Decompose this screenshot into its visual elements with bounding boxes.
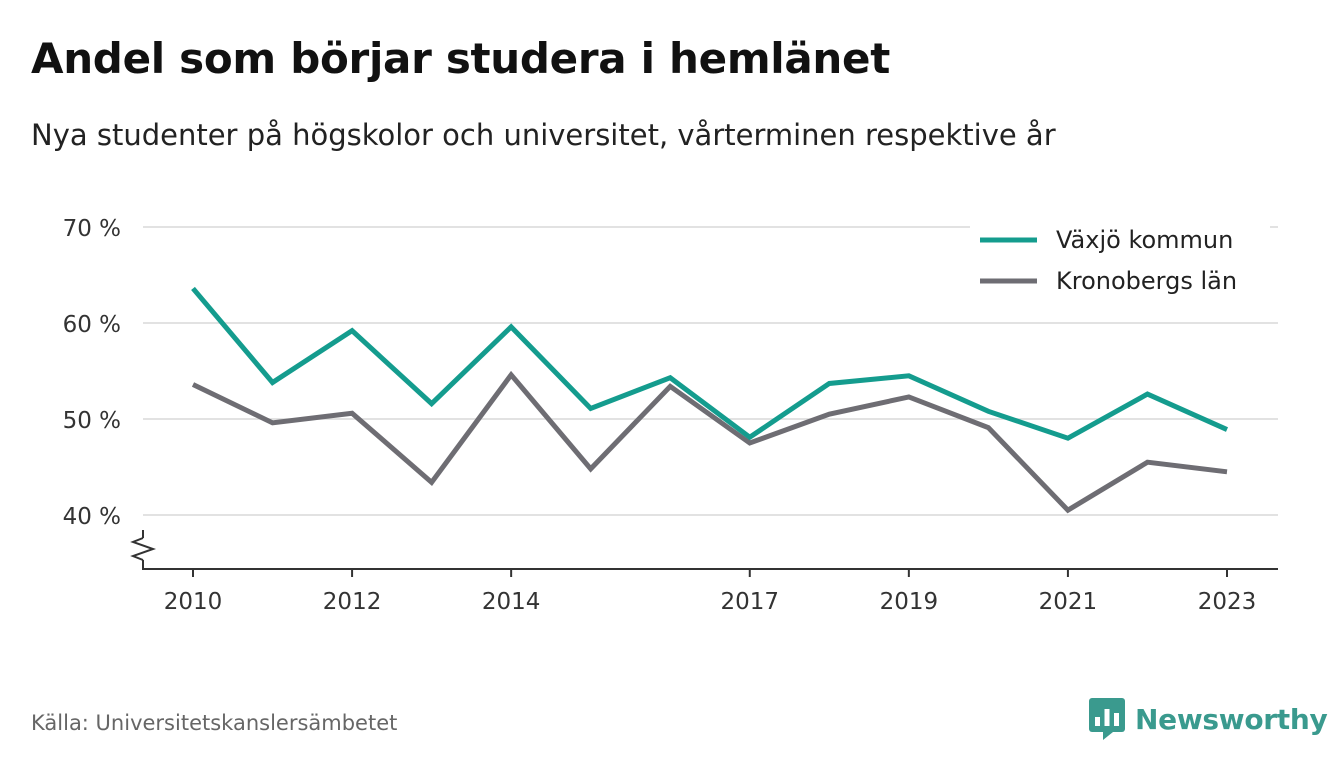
y-tick-label: 40 %	[63, 504, 121, 530]
x-tick-label: 2023	[1198, 589, 1257, 615]
legend-background	[970, 220, 1270, 305]
x-tick-label: 2021	[1039, 589, 1098, 615]
x-tick-label: 2019	[880, 589, 939, 615]
y-tick-label: 70 %	[63, 216, 121, 242]
series-line-vaxjo-kommun	[191, 286, 1229, 441]
brand[interactable]: Newsworthy	[1089, 698, 1328, 740]
source-note: Källa: Universitetskanslersämbetet	[31, 711, 398, 735]
legend-label: Växjö kommun	[1056, 226, 1233, 254]
chart-subtitle: Nya studenter på högskolor och universit…	[31, 118, 1056, 152]
x-tick-label: 2014	[482, 589, 541, 615]
x-tick-label: 2010	[164, 589, 223, 615]
brand-name: Newsworthy	[1135, 702, 1328, 736]
axis-break-icon	[130, 537, 157, 561]
series-line-kronobergs-lan	[191, 370, 1228, 514]
y-tick-label: 50 %	[63, 408, 121, 434]
x-tick-label: 2012	[323, 589, 382, 615]
newsworthy-logo-icon	[1089, 698, 1125, 740]
legend-label: Kronobergs län	[1056, 267, 1237, 295]
y-tick-label: 60 %	[63, 312, 121, 338]
chart-title: Andel som börjar studera i hemlänet	[31, 34, 890, 83]
x-tick-label: 2017	[720, 589, 779, 615]
line-chart: 40 % 50 % 60 % 70 % 2010 2012 2014 2017 2019 2021…	[63, 216, 1278, 615]
